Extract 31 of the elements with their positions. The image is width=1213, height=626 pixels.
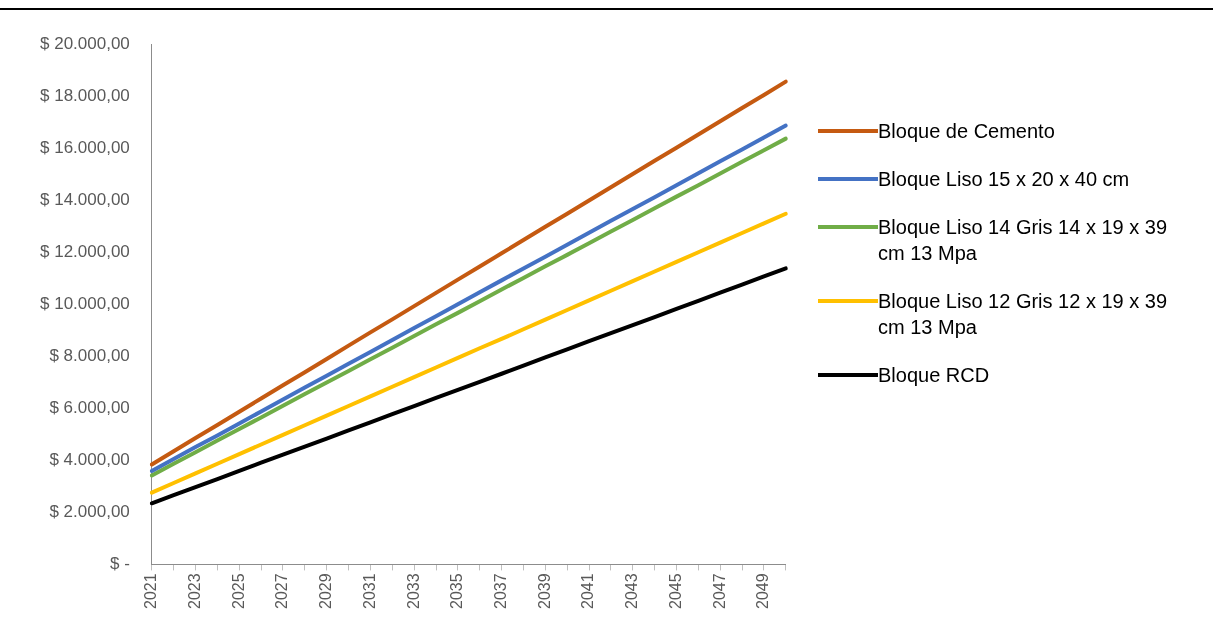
x-tick-label: 2047 — [710, 573, 728, 609]
x-tick-label: 2035 — [448, 573, 466, 609]
y-tick-label: $ 20.000,00 — [39, 33, 130, 53]
legend-label: Bloque Liso 12 Gris 12 x 19 x 39 cm 13 Mpa — [878, 289, 1169, 340]
y-tick-label: $ 4.000,00 — [49, 450, 130, 470]
x-tick-label: 2033 — [404, 573, 422, 609]
x-tick-label: 2045 — [666, 573, 684, 609]
y-tick-label: $ 8.000,00 — [49, 346, 130, 366]
x-tick-label: 2043 — [623, 573, 641, 609]
legend-label: Bloque Liso 15 x 20 x 40 cm — [878, 167, 1131, 192]
y-tick-label: $ 18.000,00 — [39, 85, 130, 105]
y-tick-label: $ 6.000,00 — [49, 398, 130, 418]
legend-label: Bloque RCD — [878, 363, 991, 388]
x-tick-label: 2037 — [492, 573, 509, 609]
x-tick-label: 2025 — [229, 573, 247, 609]
x-tick-label: 2039 — [535, 573, 553, 609]
y-tick-label: $ 12.000,00 — [39, 241, 130, 261]
y-tick-label: $ 2.000,00 — [49, 502, 130, 522]
x-tick-label: 2027 — [273, 573, 291, 609]
legend-label: Bloque Liso 14 Gris 14 x 19 x 39 cm 13 Mpa — [878, 215, 1169, 266]
y-tick-label: $ - — [109, 554, 130, 574]
legend-label: Bloque de Cemento — [878, 119, 1056, 144]
x-tick-label: 2021 — [142, 573, 160, 609]
x-tick-label: 2029 — [317, 573, 335, 609]
x-tick-label: 2031 — [360, 573, 378, 609]
y-tick-label: $ 10.000,00 — [39, 293, 130, 313]
x-tick-label: 2041 — [579, 573, 597, 609]
y-tick-label: $ 14.000,00 — [39, 189, 130, 209]
y-tick-label: $ 16.000,00 — [39, 137, 130, 157]
x-tick-label: 2049 — [754, 573, 772, 609]
x-tick-label: 2023 — [185, 573, 203, 609]
